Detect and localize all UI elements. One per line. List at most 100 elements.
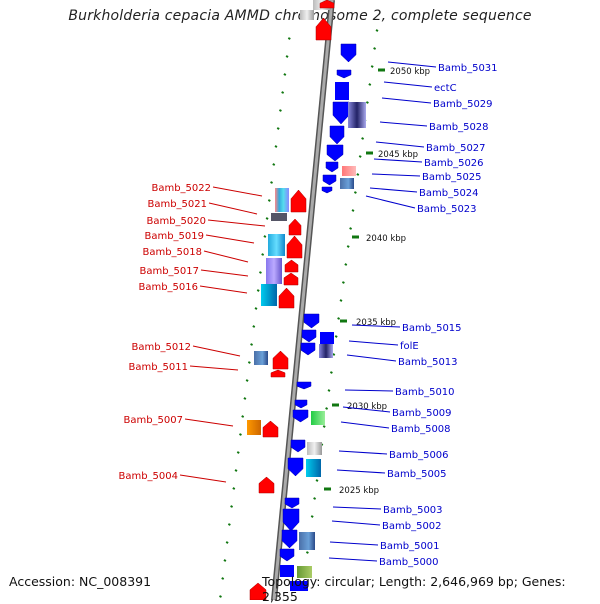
leader-line bbox=[348, 340, 399, 346]
reverse-gene bbox=[325, 161, 339, 173]
gene-label-right: Bamb_5025 bbox=[422, 172, 482, 183]
leader-line bbox=[342, 406, 391, 413]
leader-line bbox=[189, 365, 239, 371]
gene-label-left: Bamb_5017 bbox=[139, 266, 199, 277]
kbp-label: 2050 kbp bbox=[390, 67, 430, 77]
tick-dash bbox=[254, 307, 258, 310]
leader-line bbox=[203, 250, 249, 263]
reverse-gene bbox=[336, 69, 352, 79]
leader-line bbox=[383, 81, 433, 88]
tick-dash bbox=[325, 407, 329, 410]
tick-dash bbox=[225, 541, 229, 544]
tick-dash bbox=[356, 173, 360, 176]
gene-block bbox=[297, 566, 312, 578]
forward-gene bbox=[262, 420, 279, 438]
tick-dash bbox=[358, 155, 362, 158]
reverse-gene bbox=[300, 342, 316, 356]
gene-label-right: Bamb_5010 bbox=[395, 387, 455, 398]
tick-dash bbox=[365, 101, 369, 104]
kbp-label: 2030 kbp bbox=[347, 402, 387, 412]
tick-dash bbox=[373, 47, 377, 50]
gene-block bbox=[261, 284, 277, 306]
reverse-gene bbox=[332, 101, 350, 125]
gene-label-left: Bamb_5011 bbox=[128, 362, 188, 373]
reverse-gene bbox=[340, 43, 357, 63]
reverse-gene bbox=[294, 399, 308, 409]
kbp-label: 2035 kbp bbox=[356, 318, 396, 328]
gene-label-right: Bamb_5009 bbox=[392, 408, 452, 419]
tick-dash bbox=[346, 245, 350, 248]
forward-gene bbox=[258, 476, 275, 494]
reverse-gene-block bbox=[280, 565, 294, 577]
gene-block bbox=[268, 234, 285, 256]
gene-label-right: Bamb_5002 bbox=[382, 521, 442, 532]
reverse-gene bbox=[281, 529, 298, 549]
gene-label-left: Bamb_5004 bbox=[118, 471, 178, 482]
tick-dash bbox=[247, 361, 251, 364]
reverse-gene-block bbox=[320, 332, 334, 344]
reverse-gene bbox=[329, 125, 345, 145]
reverse-gene-block bbox=[335, 82, 349, 100]
gene-block bbox=[266, 258, 282, 284]
gene-block bbox=[300, 10, 314, 20]
reverse-gene bbox=[282, 508, 300, 532]
leader-line bbox=[179, 474, 227, 483]
reverse-gene bbox=[321, 186, 333, 194]
forward-gene bbox=[284, 259, 299, 273]
leader-line bbox=[207, 219, 266, 227]
leader-line bbox=[371, 173, 421, 177]
tick-dash bbox=[349, 227, 353, 230]
accession-text: Accession: NC_008391 bbox=[9, 574, 152, 589]
gene-label-right: Bamb_5023 bbox=[417, 204, 477, 215]
kbp-label: 2040 kbp bbox=[366, 234, 406, 244]
tick-dash bbox=[230, 505, 234, 508]
tick-dash bbox=[245, 379, 249, 382]
leader-line bbox=[199, 285, 248, 294]
forward-gene bbox=[278, 287, 295, 309]
tick-dash bbox=[337, 317, 341, 320]
gene-label-right: Bamb_5027 bbox=[426, 143, 486, 154]
gene-block bbox=[247, 420, 261, 435]
leader-line bbox=[192, 345, 241, 357]
gene-label-right: Bamb_5001 bbox=[380, 541, 440, 552]
leader-line bbox=[369, 187, 418, 193]
tick-dash bbox=[241, 415, 245, 418]
leader-line bbox=[346, 354, 397, 362]
leader-line bbox=[387, 61, 437, 68]
leader-line bbox=[381, 97, 432, 104]
tick-dash bbox=[339, 299, 343, 302]
gene-block bbox=[306, 459, 321, 477]
tick-dash bbox=[313, 497, 317, 500]
tick-dash bbox=[327, 389, 331, 392]
leader-line bbox=[375, 141, 425, 148]
leader-line bbox=[344, 389, 394, 392]
tick-dash bbox=[283, 73, 287, 76]
forward-gene bbox=[286, 235, 303, 259]
reverse-gene bbox=[287, 457, 304, 477]
gene-block bbox=[348, 102, 366, 128]
leader-line bbox=[205, 234, 255, 244]
tick-dash bbox=[261, 253, 265, 256]
backbone-inner bbox=[272, 0, 334, 600]
leader-line bbox=[200, 269, 249, 277]
leader-line bbox=[328, 557, 378, 562]
leader-line bbox=[351, 324, 401, 328]
tick-dash bbox=[329, 371, 333, 374]
tick-dash bbox=[287, 37, 291, 40]
leader-line bbox=[336, 469, 386, 474]
gene-label-right: Bamb_5006 bbox=[389, 450, 449, 461]
gene-label-left: Bamb_5012 bbox=[131, 342, 191, 353]
gene-label-right: Bamb_5000 bbox=[379, 557, 439, 568]
tick-dash bbox=[285, 55, 289, 58]
reverse-gene bbox=[303, 313, 320, 329]
reverse-gene bbox=[296, 381, 312, 390]
tick-dash bbox=[351, 209, 355, 212]
gene-label-left: Bamb_5021 bbox=[147, 199, 207, 210]
gene-label-right: folE bbox=[400, 341, 419, 352]
tick-dash bbox=[332, 353, 336, 356]
forward-gene bbox=[283, 272, 299, 286]
tick-dash bbox=[274, 145, 278, 148]
forward-gene bbox=[319, 0, 335, 9]
tick-dash bbox=[361, 137, 365, 140]
